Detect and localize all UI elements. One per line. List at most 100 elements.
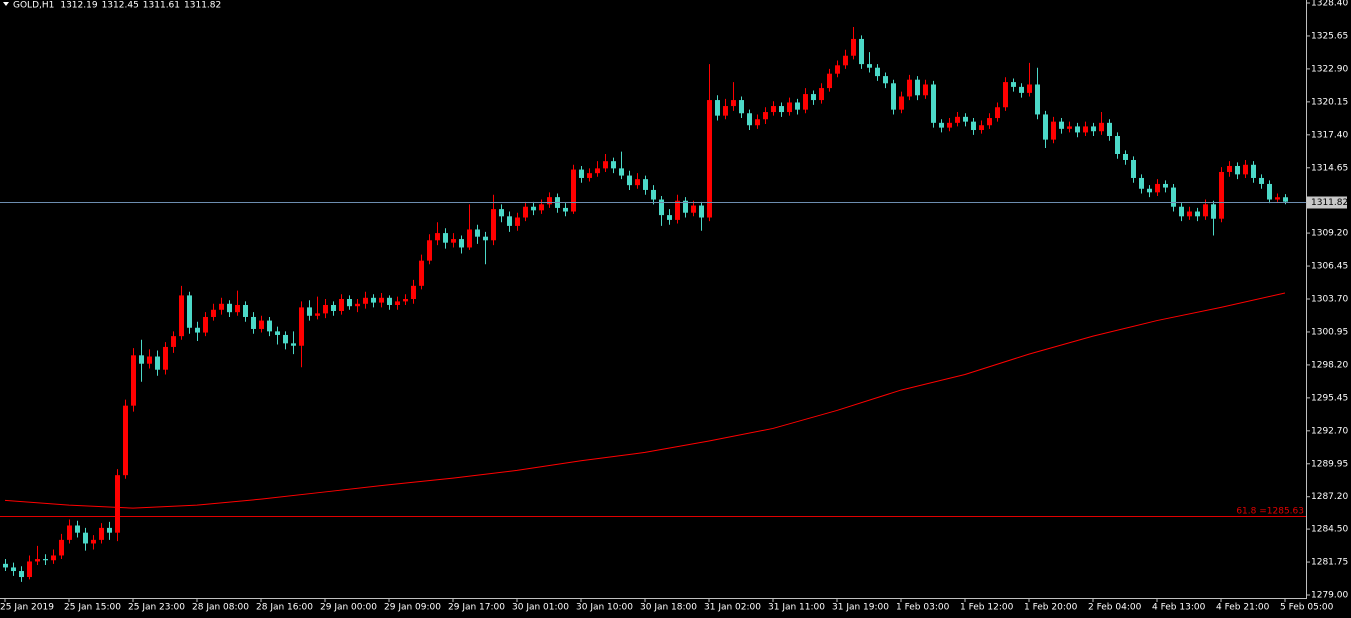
candle-body xyxy=(571,169,576,212)
candle-body xyxy=(123,405,128,476)
candle-body xyxy=(643,179,648,190)
candle-body xyxy=(1195,211,1200,217)
candle-body xyxy=(1283,197,1288,202)
candle-body xyxy=(43,559,48,561)
candle-body xyxy=(691,205,696,213)
candle-body xyxy=(443,233,448,243)
candle-body xyxy=(99,527,104,540)
candle-body xyxy=(843,55,848,66)
y-tick-label: 1328.40 xyxy=(1311,0,1348,8)
candle-body xyxy=(403,299,408,302)
candle-body xyxy=(771,106,776,113)
header-low: 1311.61 xyxy=(143,0,180,10)
candle-body xyxy=(971,121,976,131)
candle-body xyxy=(1115,136,1120,154)
candle-body xyxy=(723,106,728,116)
candle-body xyxy=(1107,122,1112,137)
candle-body xyxy=(395,301,400,305)
candle-body xyxy=(483,236,488,241)
y-tick-label: 1284.50 xyxy=(1311,525,1348,535)
candle-body xyxy=(11,567,16,572)
x-tick-label: 4 Feb 13:00 xyxy=(1152,603,1206,613)
candle-body xyxy=(1235,165,1240,175)
y-tick-label: 1314.65 xyxy=(1311,163,1348,173)
candle-body xyxy=(859,38,864,65)
candle-body xyxy=(1243,164,1248,175)
candle-body xyxy=(515,217,520,226)
candle-body xyxy=(819,88,824,101)
candle-body xyxy=(1147,188,1152,193)
candle-body xyxy=(187,295,192,328)
candle-body xyxy=(955,116,960,123)
candle-body xyxy=(747,113,752,126)
candle-body xyxy=(203,316,208,333)
fib-value: 1285.63 xyxy=(1267,506,1304,516)
candle-body xyxy=(811,94,816,101)
fib-ratio: 61.8 = xyxy=(1236,506,1266,516)
candle-body xyxy=(611,161,616,169)
candle-body xyxy=(339,299,344,311)
candle-body xyxy=(787,102,792,113)
candle-body xyxy=(75,525,80,533)
candle-body xyxy=(323,304,328,314)
candle-body xyxy=(1075,126,1080,133)
candle-body xyxy=(67,525,72,540)
candle-body xyxy=(435,233,440,241)
header-close: 1311.82 xyxy=(184,0,221,10)
candle-body xyxy=(299,307,304,346)
candle-body xyxy=(355,303,360,307)
candle-body xyxy=(3,563,8,568)
candle-body xyxy=(763,112,768,120)
price-label-box xyxy=(1307,196,1347,209)
candle-body xyxy=(635,179,640,186)
candle-body xyxy=(371,297,376,303)
candle-body xyxy=(275,331,280,335)
candle-body xyxy=(627,175,632,186)
candle-body xyxy=(427,240,432,261)
candle-body xyxy=(499,209,504,217)
y-tick-label: 1298.20 xyxy=(1311,360,1348,370)
candle-body xyxy=(675,200,680,220)
candle-body xyxy=(195,327,200,333)
y-tick-label: 1309.20 xyxy=(1311,229,1348,239)
candle-body xyxy=(251,316,256,329)
y-tick-label: 1325.65 xyxy=(1311,31,1348,41)
candle-body xyxy=(467,229,472,248)
candle-body xyxy=(19,571,24,578)
candle-body xyxy=(947,122,952,128)
y-tick-label: 1320.15 xyxy=(1311,97,1348,107)
x-tick-label: 29 Jan 17:00 xyxy=(448,603,505,613)
candle-body xyxy=(155,356,160,370)
candle-body xyxy=(715,100,720,116)
x-tick-label: 1 Feb 12:00 xyxy=(960,603,1014,613)
candle-body xyxy=(579,169,584,178)
candle-body xyxy=(803,94,808,110)
x-tick-label: 2 Feb 04:00 xyxy=(1088,603,1142,613)
candle-body xyxy=(827,73,832,89)
candle-body xyxy=(891,83,896,110)
candle-body xyxy=(227,303,232,313)
candle-body xyxy=(923,84,928,96)
y-tick-label: 1295.45 xyxy=(1311,393,1348,403)
x-tick-label: 31 Jan 11:00 xyxy=(768,603,825,613)
candle-body xyxy=(1163,183,1168,188)
candle-body xyxy=(979,125,984,131)
candle-body xyxy=(931,84,936,123)
candle-body xyxy=(59,539,64,556)
price-label: 1311.82 xyxy=(1311,198,1348,208)
candle-body xyxy=(347,299,352,307)
y-tick-label: 1303.70 xyxy=(1311,295,1348,305)
y-tick-label: 1279.00 xyxy=(1311,591,1348,601)
candle-body xyxy=(387,297,392,305)
candle-body xyxy=(267,320,272,332)
candle-body xyxy=(83,532,88,544)
candle-body xyxy=(1027,84,1032,93)
y-tick-label: 1292.70 xyxy=(1311,426,1348,436)
candle-body xyxy=(667,215,672,220)
candle-body xyxy=(563,207,568,212)
candle-body xyxy=(683,200,688,213)
candle-body xyxy=(907,79,912,97)
candle-body xyxy=(1035,84,1040,115)
